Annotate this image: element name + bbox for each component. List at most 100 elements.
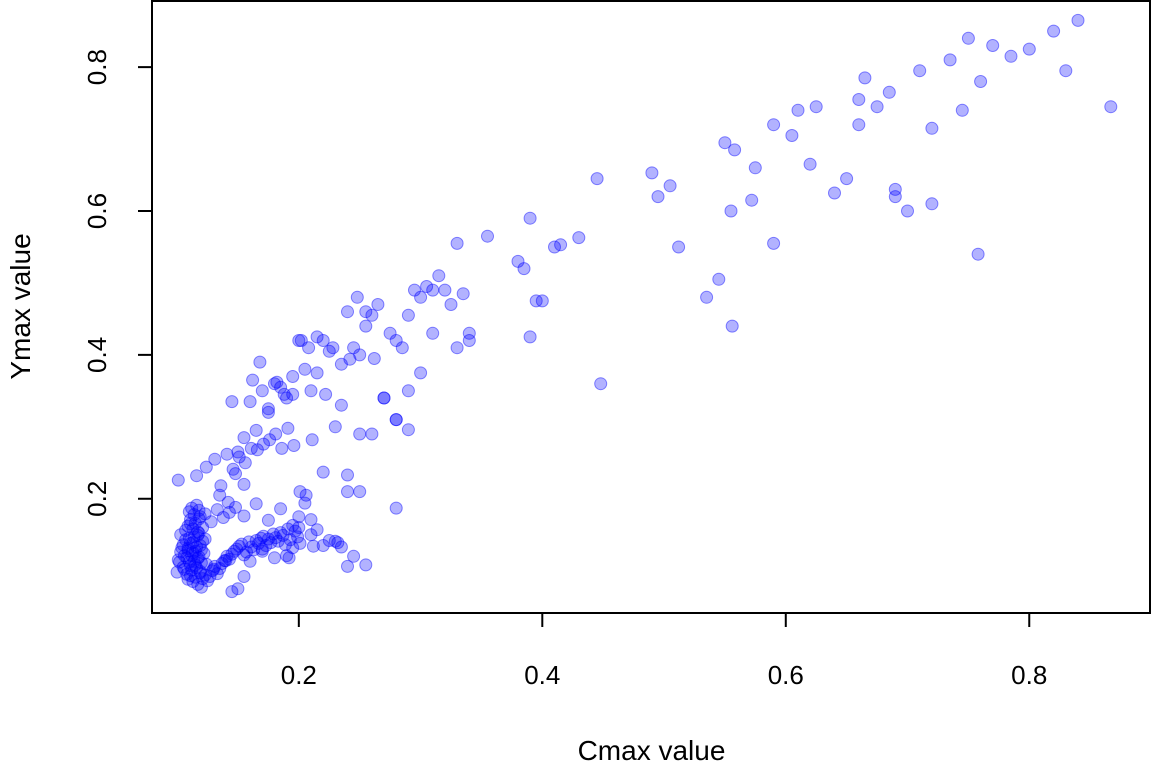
data-point [426,326,440,340]
data-point [255,542,269,556]
data-point [302,341,316,355]
data-point [341,305,354,319]
data-point [310,523,324,537]
data-point [210,503,224,517]
data-point [216,511,230,524]
data-point [179,533,193,547]
data-point [377,391,391,405]
data-point [185,501,199,515]
data-point [193,539,207,552]
data-point [305,433,319,447]
data-point [304,528,318,542]
data-point [187,530,201,544]
data-point [377,391,391,405]
data-point [331,536,345,550]
data-point [1004,49,1018,63]
data-point [395,341,409,355]
data-point [365,427,379,441]
data-point [371,298,385,311]
data-point [767,118,781,132]
data-point [925,121,939,135]
data-point [523,330,537,344]
data-point [274,380,288,394]
data-point [310,330,324,344]
data-point [191,577,205,591]
data-point [316,539,330,552]
data-point [225,547,239,561]
data-point [219,554,233,568]
data-point [414,290,428,304]
data-point [389,334,403,347]
data-point [291,530,305,544]
data-point [594,377,608,391]
data-point [1022,42,1036,56]
data-point [651,190,665,204]
data-point [180,567,194,581]
data-point [274,502,288,516]
data-point [208,559,222,573]
data-point [187,508,201,522]
data-point [281,421,295,435]
data-point [261,513,275,527]
data-point [171,553,185,567]
data-point [180,551,194,565]
data-point [791,103,805,117]
data-point [270,375,284,389]
data-point [190,540,204,554]
data-point [222,552,236,566]
data-point [343,352,357,366]
data-point [389,413,403,427]
data-point [249,423,263,437]
data-point [341,485,354,499]
data-point [184,569,197,583]
data-point [271,534,285,548]
data-point [220,549,234,563]
data-point [181,572,195,586]
data-point [196,572,210,586]
data-point [184,513,197,527]
data-point [205,564,219,578]
y-tick-label: 0.2 [82,481,112,517]
data-point [222,505,236,519]
data-point [286,541,300,555]
data-point [672,240,686,254]
data-point [767,236,781,250]
data-point [298,362,312,376]
data-point [278,538,292,552]
data-point [268,551,281,565]
data-point [334,357,348,371]
data-point [287,439,301,452]
data-point [326,341,340,355]
data-point [237,431,251,445]
data-point [177,562,191,576]
data-point [328,534,342,548]
data-point [293,485,307,499]
data-point [218,554,232,568]
data-point [328,420,342,434]
data-point [193,564,207,578]
data-point [341,468,354,482]
data-point [359,305,373,319]
data-point [852,118,866,132]
data-point [253,355,267,369]
data-point [462,334,476,347]
data-point [242,535,256,549]
data-point [201,574,214,588]
data-point [257,437,270,451]
data-point [188,558,202,572]
data-point [182,505,196,519]
data-point [232,539,246,553]
data-point [322,344,336,358]
data-point [184,559,197,573]
data-point [221,495,235,509]
data-point [971,247,985,261]
y-tick-label: 0.4 [82,337,112,373]
data-point [444,298,458,311]
data-point [347,341,361,355]
data-point [215,557,229,570]
data-point [174,545,188,559]
data-point [173,555,186,569]
data-point [523,211,537,225]
data-point [199,557,213,571]
data-point [724,204,738,218]
